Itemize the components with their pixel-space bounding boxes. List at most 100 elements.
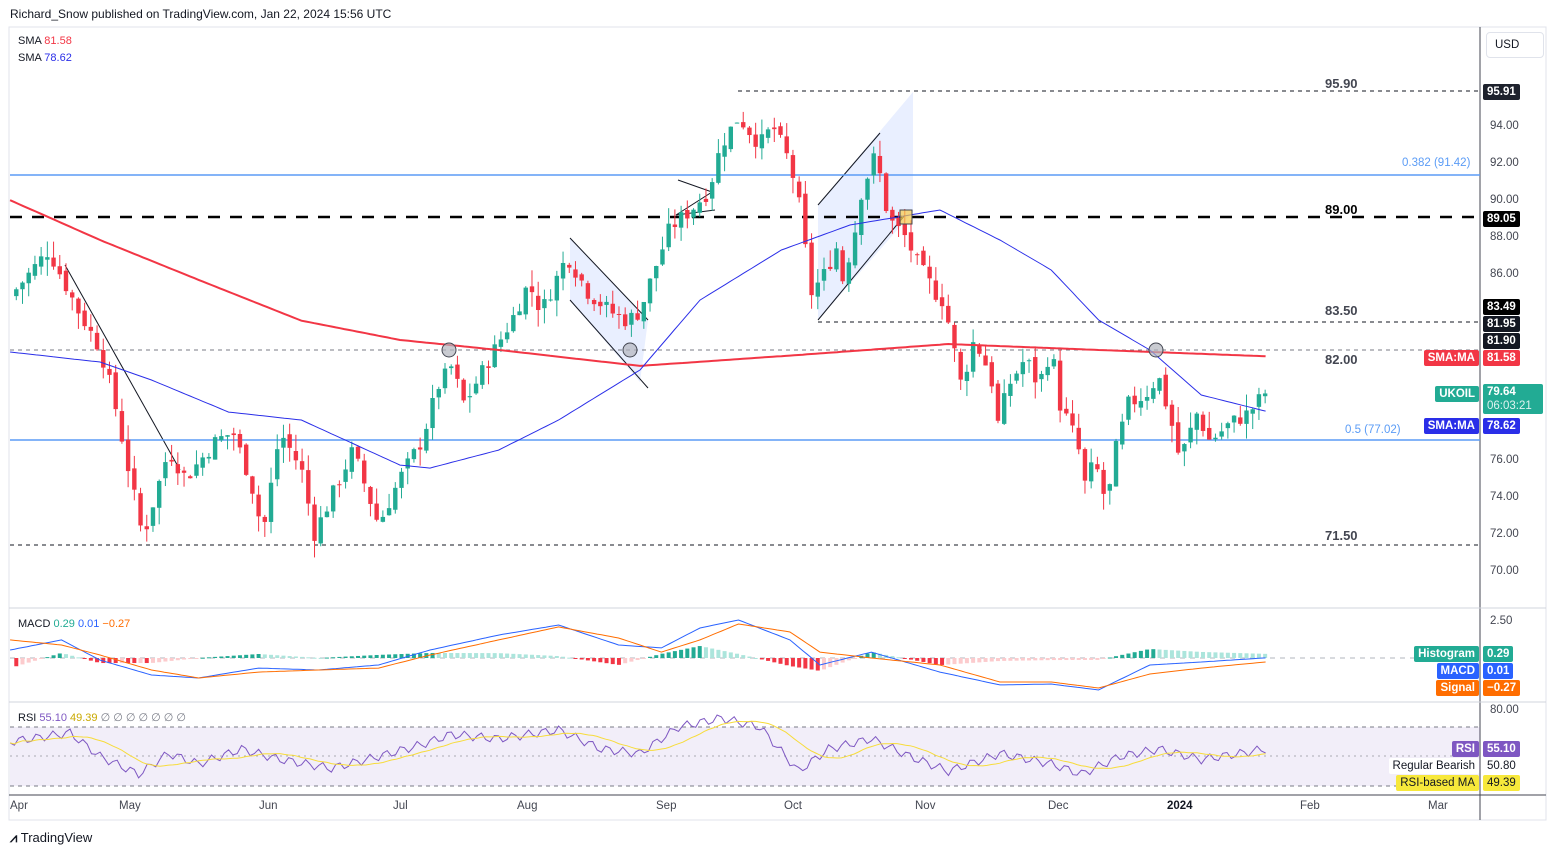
candle-body xyxy=(51,257,56,267)
candle-body xyxy=(1064,408,1069,414)
candle-body xyxy=(262,516,268,522)
sma-200-legend[interactable]: SMA 81.58 xyxy=(18,35,72,47)
tradingview-logo[interactable]: ⩘ TradingView xyxy=(10,830,92,846)
histogram-bar xyxy=(231,655,236,658)
currency-button[interactable]: USD xyxy=(1486,32,1544,58)
candle-body xyxy=(933,280,939,300)
histogram-bar xyxy=(349,656,354,658)
candle-body xyxy=(169,459,174,462)
candle-body xyxy=(995,383,1001,421)
last-price: 79.64 xyxy=(1487,386,1516,398)
candle-body xyxy=(834,248,839,270)
last-price-tag: 79.64 06:03:21 xyxy=(1483,384,1543,414)
time-tick: Sep xyxy=(656,800,677,812)
candle-body xyxy=(299,461,305,470)
candles xyxy=(14,111,1268,558)
histogram-bar xyxy=(387,654,392,658)
candle-body xyxy=(225,435,230,437)
histogram-bar xyxy=(39,658,44,659)
candle-body xyxy=(1095,464,1100,470)
candle-body xyxy=(1182,444,1187,452)
histogram-bar xyxy=(585,658,590,661)
sma-blue-tag: 78.62 xyxy=(1483,418,1520,434)
histogram-bar xyxy=(784,658,789,666)
candle-body xyxy=(380,516,386,522)
rsi-ma-line xyxy=(9,720,1266,769)
histogram-bar xyxy=(679,649,684,658)
candle-body xyxy=(1225,423,1231,429)
level-label: 71.50 xyxy=(1325,528,1358,543)
sma-50-legend[interactable]: SMA 78.62 xyxy=(18,52,72,64)
candle-body xyxy=(399,471,404,488)
histogram-bar xyxy=(1082,658,1087,660)
candle-body xyxy=(461,379,466,401)
histogram-bar xyxy=(1107,657,1112,659)
rsi-ma-tag-label: RSI-based MA xyxy=(1396,775,1479,791)
candle-body xyxy=(604,301,609,305)
candle-body xyxy=(1126,396,1131,420)
histogram-bar xyxy=(405,653,410,658)
histogram-bar xyxy=(498,653,503,658)
histogram-bar xyxy=(461,653,466,658)
candle-body xyxy=(1256,394,1262,407)
histogram-bar xyxy=(269,654,274,658)
candle-body xyxy=(678,212,684,228)
candle-body xyxy=(877,155,883,174)
histogram-bar xyxy=(853,658,858,659)
histogram-bar xyxy=(287,656,292,658)
histogram-bar xyxy=(393,654,398,658)
candle-body xyxy=(1026,360,1032,362)
histogram-bar xyxy=(809,658,814,670)
histogram-bar xyxy=(343,656,348,658)
histogram-bar xyxy=(1020,658,1025,661)
histogram-bar xyxy=(722,651,727,658)
candle-body xyxy=(150,507,156,526)
sma-blue-tag-label: SMA:MA xyxy=(1423,418,1479,434)
candle-body xyxy=(1001,393,1007,424)
candle-body xyxy=(1219,431,1224,437)
candle-body xyxy=(815,282,820,297)
candle-body xyxy=(796,181,802,198)
histogram-bar xyxy=(728,652,733,658)
histogram-bar xyxy=(1002,658,1007,661)
histogram-bar xyxy=(63,654,68,658)
histogram-bar xyxy=(846,658,851,661)
histogram-bar xyxy=(324,657,329,659)
histogram-bar xyxy=(126,658,131,664)
candle-body xyxy=(915,254,920,256)
histogram-bar xyxy=(964,658,969,664)
candle-body xyxy=(548,299,553,301)
bearish-tag: 50.80 xyxy=(1483,758,1520,774)
histogram-bar xyxy=(1157,649,1162,658)
candle-body xyxy=(970,342,976,372)
histogram-bar xyxy=(865,653,870,658)
rsi-legend[interactable]: RSI 55.10 49.39 ∅ ∅ ∅ ∅ ∅ ∅ ∅ xyxy=(18,711,186,724)
candle-body xyxy=(362,460,367,484)
candle-body xyxy=(1188,427,1193,443)
histogram-bar xyxy=(356,655,361,658)
macd-legend[interactable]: MACD 0.29 0.01 −0.27 xyxy=(18,618,130,630)
time-tick: Feb xyxy=(1300,800,1320,812)
candle-body xyxy=(1151,388,1156,399)
time-tick: Dec xyxy=(1048,800,1069,812)
histogram-bar xyxy=(82,658,87,660)
candle-body xyxy=(1014,373,1019,381)
histogram-bar xyxy=(150,658,155,663)
candle-body xyxy=(890,209,895,221)
histogram-bar xyxy=(1114,656,1119,658)
histogram-bar xyxy=(281,655,286,658)
histogram-bar xyxy=(293,656,298,658)
histogram-bar xyxy=(1225,652,1230,658)
histogram-bar xyxy=(70,655,75,658)
candle-body xyxy=(368,486,373,504)
macd-hist-value: 0.29 xyxy=(53,618,75,630)
candle-body xyxy=(517,311,522,316)
histogram-bar xyxy=(1256,653,1261,658)
candle-body xyxy=(94,332,100,350)
histogram-bar xyxy=(685,648,690,658)
wedge-line-top xyxy=(817,132,881,206)
histogram-bar xyxy=(1058,658,1063,661)
histogram-bar xyxy=(157,658,162,663)
histogram-bar xyxy=(672,651,677,658)
